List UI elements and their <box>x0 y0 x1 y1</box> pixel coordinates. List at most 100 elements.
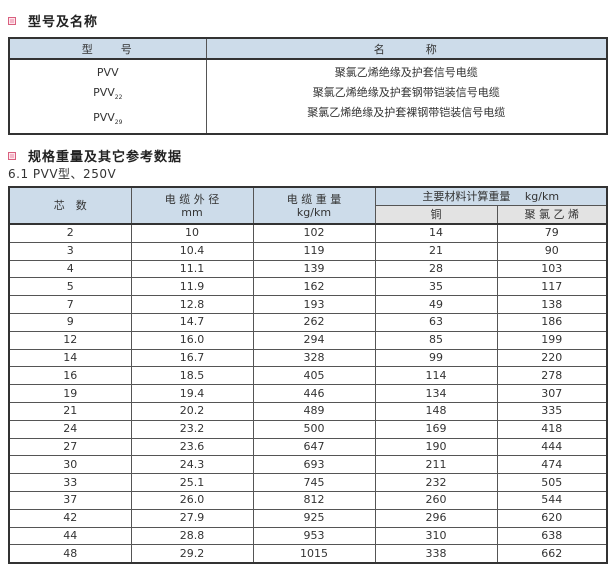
cell-diameter: 16.0 <box>130 330 254 350</box>
header-cores: 芯 数 <box>8 186 132 225</box>
cell-diameter: 23.2 <box>130 419 254 439</box>
header-weight: 电 缆 重 量 kg/km <box>252 186 376 225</box>
table-row: 9 14.7 262 63 186 <box>8 312 608 332</box>
cell-pvc-weight: 638 <box>496 526 608 546</box>
header-model: 型 号 <box>8 37 207 60</box>
cell-weight: 953 <box>252 526 376 546</box>
cell-diameter: 10.4 <box>130 241 254 261</box>
cell-pvc-weight: 662 <box>496 544 608 564</box>
cell-weight: 139 <box>252 259 376 279</box>
cell-cores: 27 <box>8 437 132 457</box>
cell-diameter: 14.7 <box>130 312 254 332</box>
cell-pvc-weight: 199 <box>496 330 608 350</box>
cell-cores: 48 <box>8 544 132 564</box>
cell-weight: 102 <box>252 222 376 243</box>
cell-pvc-weight: 90 <box>496 241 608 261</box>
header-name: 名 称 <box>205 37 608 60</box>
model-name: 聚氯乙烯绝缘及护套钢带铠装信号电缆 <box>312 86 500 99</box>
cell-cores: 24 <box>8 419 132 439</box>
cell-copper-weight: 14 <box>374 222 498 243</box>
cell-cores: 12 <box>8 330 132 350</box>
cell-diameter: 11.9 <box>130 277 254 297</box>
cell-weight: 294 <box>252 330 376 350</box>
cell-diameter: 11.1 <box>130 259 254 279</box>
cell-weight: 1015 <box>252 544 376 564</box>
cell-copper-weight: 338 <box>374 544 498 564</box>
cell-cores: 14 <box>8 348 132 368</box>
cell-pvc-weight: 335 <box>496 401 608 421</box>
cell-weight: 745 <box>252 473 376 492</box>
table-row: 21 20.2 489 148 335 <box>8 401 608 421</box>
cell-weight: 693 <box>252 455 376 475</box>
cell-copper-weight: 134 <box>374 384 498 403</box>
cell-diameter: 29.2 <box>130 544 254 564</box>
table-row: 7 12.8 193 49 138 <box>8 295 608 314</box>
section-heading-models: 型号及名称 <box>8 11 98 30</box>
cell-cores: 16 <box>8 366 132 386</box>
section-heading-specs: 规格重量及其它参考数据 <box>8 146 182 165</box>
cell-pvc-weight: 620 <box>496 508 608 528</box>
table-row: 42 27.9 925 296 620 <box>8 508 608 528</box>
header-materials: 主要材料计算重量 kg/km <box>374 186 608 206</box>
cell-cores: 33 <box>8 473 132 492</box>
table-row: 4 11.1 139 28 103 <box>8 259 608 279</box>
cell-diameter: 26.0 <box>130 490 254 510</box>
cell-cores: 30 <box>8 455 132 475</box>
header-diameter: 电 缆 外 径 mm <box>130 186 254 225</box>
model-code: PVV <box>96 66 119 79</box>
cell-copper-weight: 190 <box>374 437 498 457</box>
cell-pvc-weight: 138 <box>496 295 608 314</box>
cell-cores: 4 <box>8 259 132 279</box>
cell-cores: 37 <box>8 490 132 510</box>
cell-weight: 925 <box>252 508 376 528</box>
header-copper: 铜 <box>374 205 498 225</box>
cell-weight: 812 <box>252 490 376 510</box>
cell-copper-weight: 296 <box>374 508 498 528</box>
cell-pvc-weight: 220 <box>496 348 608 368</box>
cell-weight: 262 <box>252 312 376 332</box>
cell-copper-weight: 63 <box>374 312 498 332</box>
cell-copper-weight: 169 <box>374 419 498 439</box>
table-row: 44 28.8 953 310 638 <box>8 526 608 546</box>
cell-pvc-weight: 186 <box>496 312 608 332</box>
cell-copper-weight: 148 <box>374 401 498 421</box>
section-title: 规格重量及其它参考数据 <box>28 150 183 165</box>
cell-cores: 7 <box>8 295 132 314</box>
cell-copper-weight: 310 <box>374 526 498 546</box>
cell-copper-weight: 211 <box>374 455 498 475</box>
cell-weight: 647 <box>252 437 376 457</box>
table-row: 5 11.9 162 35 117 <box>8 277 608 297</box>
cell-copper-weight: 114 <box>374 366 498 386</box>
cell-cores: 42 <box>8 508 132 528</box>
cell-copper-weight: 49 <box>374 295 498 314</box>
cell-cores: 3 <box>8 241 132 261</box>
cell-weight: 162 <box>252 277 376 297</box>
cell-copper-weight: 35 <box>374 277 498 297</box>
table-row: 37 26.0 812 260 544 <box>8 490 608 510</box>
cell-pvc-weight: 505 <box>496 473 608 492</box>
table-row: 16 18.5 405 114 278 <box>8 366 608 386</box>
table-row: 27 23.6 647 190 444 <box>8 437 608 457</box>
cell-cores: 19 <box>8 384 132 403</box>
table-subtitle: 6.1 PVV型、250V <box>8 167 117 181</box>
model-name: 聚氯乙烯绝缘及护套裸钢带铠装信号电缆 <box>307 106 506 119</box>
table-row: 3 10.4 119 21 90 <box>8 241 608 261</box>
cell-pvc-weight: 544 <box>496 490 608 510</box>
spec-table: 芯 数 电 缆 外 径 mm 电 缆 重 量 kg/km 主要材料计算重量 kg/k… <box>8 186 608 565</box>
cell-diameter: 23.6 <box>130 437 254 457</box>
cell-pvc-weight: 444 <box>496 437 608 457</box>
cell-diameter: 19.4 <box>130 384 254 403</box>
bullet-square-icon <box>8 151 16 160</box>
bullet-square-icon <box>8 16 16 25</box>
cell-pvc-weight: 103 <box>496 259 608 279</box>
cell-weight: 500 <box>252 419 376 439</box>
cell-cores: 21 <box>8 401 132 421</box>
cell-diameter: 20.2 <box>130 401 254 421</box>
cell-diameter: 16.7 <box>130 348 254 368</box>
table-row: 30 24.3 693 211 474 <box>8 455 608 475</box>
table-row: 24 23.2 500 169 418 <box>8 419 608 439</box>
cell-weight: 446 <box>252 384 376 403</box>
model-code: PVV22 <box>93 86 123 102</box>
cell-pvc-weight: 418 <box>496 419 608 439</box>
cell-weight: 405 <box>252 366 376 386</box>
